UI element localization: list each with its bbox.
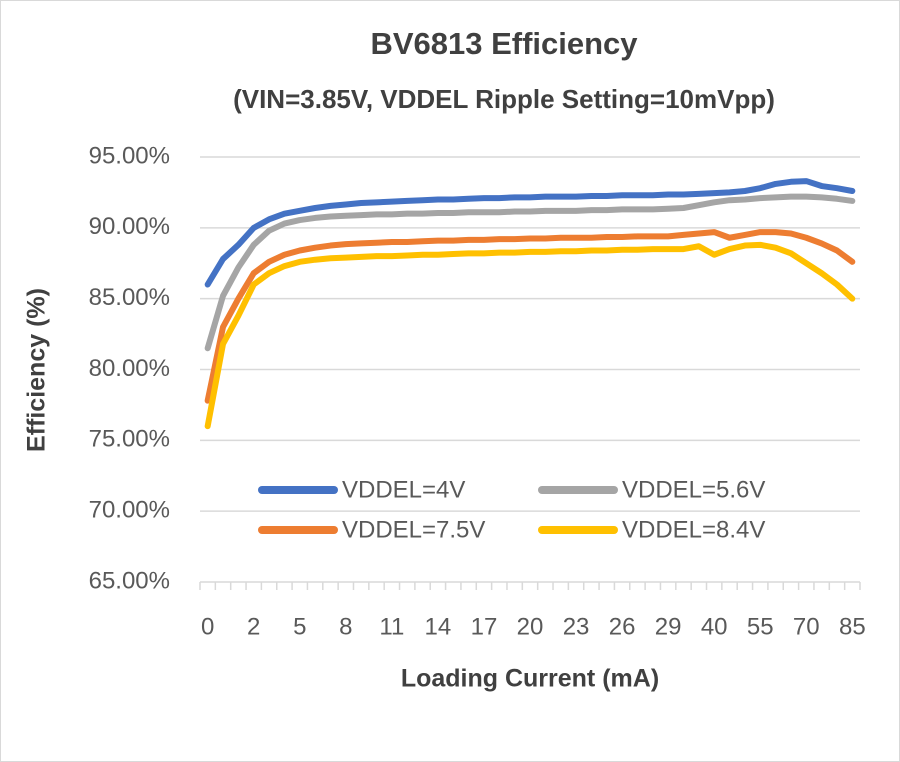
series-line — [204, 178, 856, 288]
x-tick-label: 0 — [201, 613, 214, 640]
x-tick-label: 17 — [471, 613, 498, 640]
x-tick-label: 20 — [517, 613, 544, 640]
x-tick-label: 29 — [655, 613, 682, 640]
x-axis-title: Loading Current (mA) — [401, 665, 659, 693]
y-tick-label: 80.00% — [89, 355, 170, 382]
x-tick-label: 8 — [339, 613, 352, 640]
x-tick-label: 11 — [379, 613, 404, 640]
x-tick-label: 5 — [293, 613, 306, 640]
y-tick-label: 95.00% — [89, 142, 170, 169]
y-tick-label: 65.00% — [89, 567, 170, 594]
legend-label: VDDEL=8.4V — [622, 516, 765, 543]
series-line — [204, 229, 856, 404]
x-tick-label: 14 — [425, 613, 452, 640]
x-tick-label: 85 — [839, 613, 866, 640]
legend-label: VDDEL=5.6V — [622, 476, 765, 503]
y-tick-label: 85.00% — [89, 284, 170, 311]
x-tick-label: 26 — [609, 613, 636, 640]
x-tick-label: 55 — [747, 613, 774, 640]
chart-title: BV6813 Efficiency — [370, 26, 638, 61]
series-line — [204, 241, 856, 430]
x-tick-label: 23 — [563, 613, 590, 640]
legend-label: VDDEL=4V — [342, 476, 465, 503]
chart-subtitle: (VIN=3.85V, VDDEL Ripple Setting=10mVpp) — [233, 84, 775, 114]
x-tick-label: 70 — [793, 613, 820, 640]
x-tick-label: 2 — [247, 613, 260, 640]
y-tick-label: 90.00% — [89, 213, 170, 240]
y-axis-title: Efficiency (%) — [23, 288, 51, 452]
y-tick-label: 70.00% — [89, 497, 170, 524]
y-tick-label: 75.00% — [89, 426, 170, 453]
x-tick-label: 40 — [701, 613, 728, 640]
legend-label: VDDEL=7.5V — [342, 516, 485, 543]
series-line — [204, 193, 856, 352]
